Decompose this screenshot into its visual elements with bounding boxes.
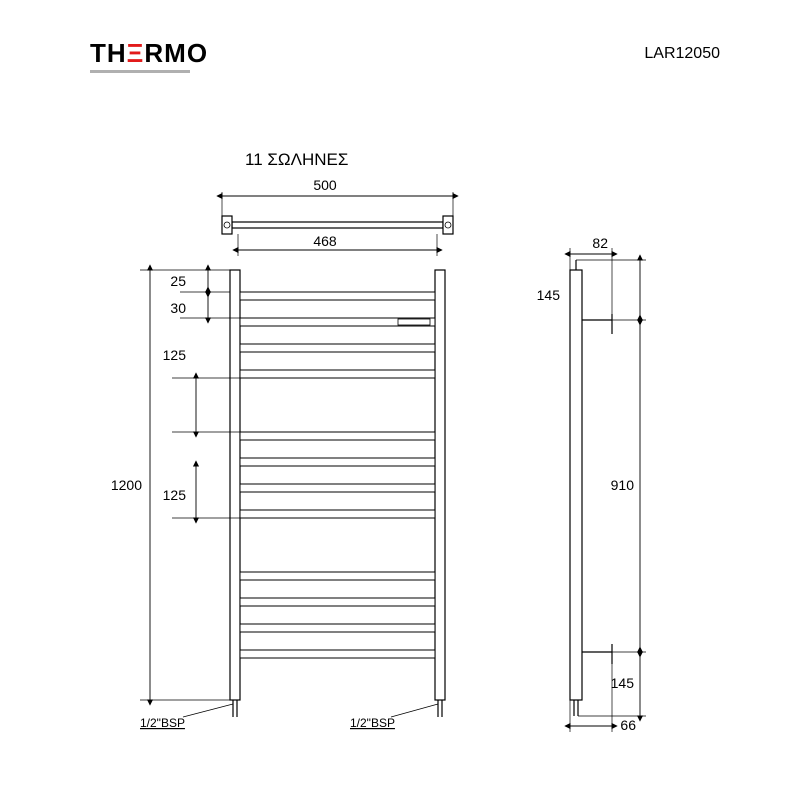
top-view bbox=[222, 216, 453, 244]
dim-910-label: 910 bbox=[611, 477, 635, 493]
dim-500-label: 500 bbox=[313, 177, 337, 193]
dim-1200-label: 1200 bbox=[111, 477, 142, 493]
front-view bbox=[183, 270, 445, 717]
bsp-left-label: 1/2"BSP bbox=[140, 716, 185, 730]
dim-66-label: 66 bbox=[620, 717, 636, 733]
bsp-right-label: 1/2"BSP bbox=[350, 716, 395, 730]
dim-30-label: 30 bbox=[170, 300, 186, 316]
dim-125-top-label: 125 bbox=[163, 347, 187, 363]
dim-500: 500 bbox=[222, 177, 453, 216]
dim-468-label: 468 bbox=[313, 233, 337, 249]
page: THΞRMO LAR12050 11 ΣΩΛΗΝΕΣ 5 bbox=[0, 0, 800, 800]
dim-468: 468 bbox=[238, 233, 437, 256]
side-view bbox=[570, 260, 612, 716]
dim-25-label: 25 bbox=[170, 273, 186, 289]
dim-82-label: 82 bbox=[592, 235, 608, 251]
front-dims-left: 25 30 125 125 1200 bbox=[111, 270, 240, 700]
dim-145-bot-label: 145 bbox=[611, 675, 635, 691]
dimension-drawing: 500 468 bbox=[0, 0, 800, 800]
side-dims: 82 145 910 145 66 bbox=[537, 235, 646, 733]
dim-125-mid-label: 125 bbox=[163, 487, 187, 503]
dim-145-top-label: 145 bbox=[537, 287, 561, 303]
